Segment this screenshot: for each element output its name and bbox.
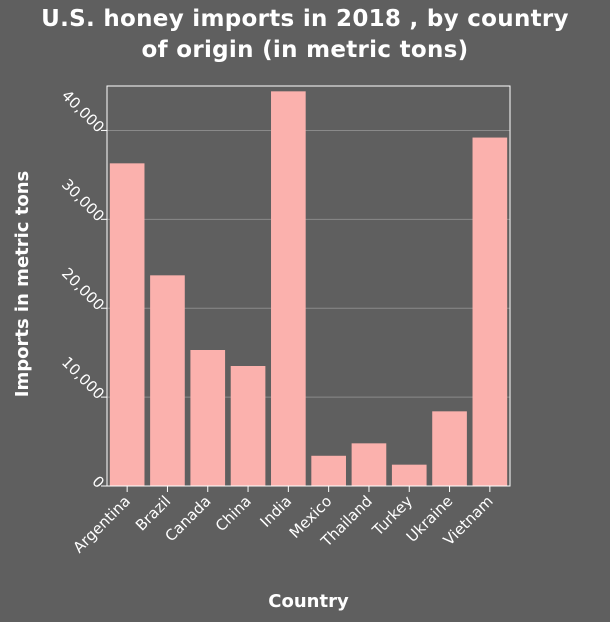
bar-mexico [311, 455, 346, 486]
x-tick-label-argentina: Argentina [70, 492, 134, 556]
bar-ukraine [432, 411, 467, 486]
chart-title: U.S. honey imports in 2018 , by country … [0, 4, 610, 66]
bar-india [271, 91, 306, 486]
y-axis-label: Imports in metric tons [12, 171, 33, 397]
bar-argentina [109, 163, 145, 487]
x-tick-label-china: China [212, 492, 255, 535]
y-tick-label: 0 [88, 472, 107, 491]
chart-title-line-1: U.S. honey imports in 2018 , by country [41, 6, 569, 32]
x-axis-label: Country [268, 591, 349, 612]
bar-vietnam [472, 137, 508, 487]
y-tick-label: 40,000 [58, 86, 108, 136]
y-tick-label: 10,000 [58, 353, 108, 403]
bar-canada [190, 350, 226, 486]
bar-brazil [150, 275, 185, 486]
bar-turkey [391, 464, 427, 486]
bars [109, 91, 508, 487]
y-tick-label: 30,000 [58, 175, 108, 225]
bar-china [230, 366, 266, 486]
chart-title-line-2: of origin (in metric tons) [141, 37, 469, 63]
y-axis-ticks: 0 10,000 20,000 30,000 40,000 [58, 86, 108, 491]
plot-frame [106, 85, 511, 487]
y-tick-label: 20,000 [58, 264, 108, 314]
bar-thailand [351, 443, 387, 486]
